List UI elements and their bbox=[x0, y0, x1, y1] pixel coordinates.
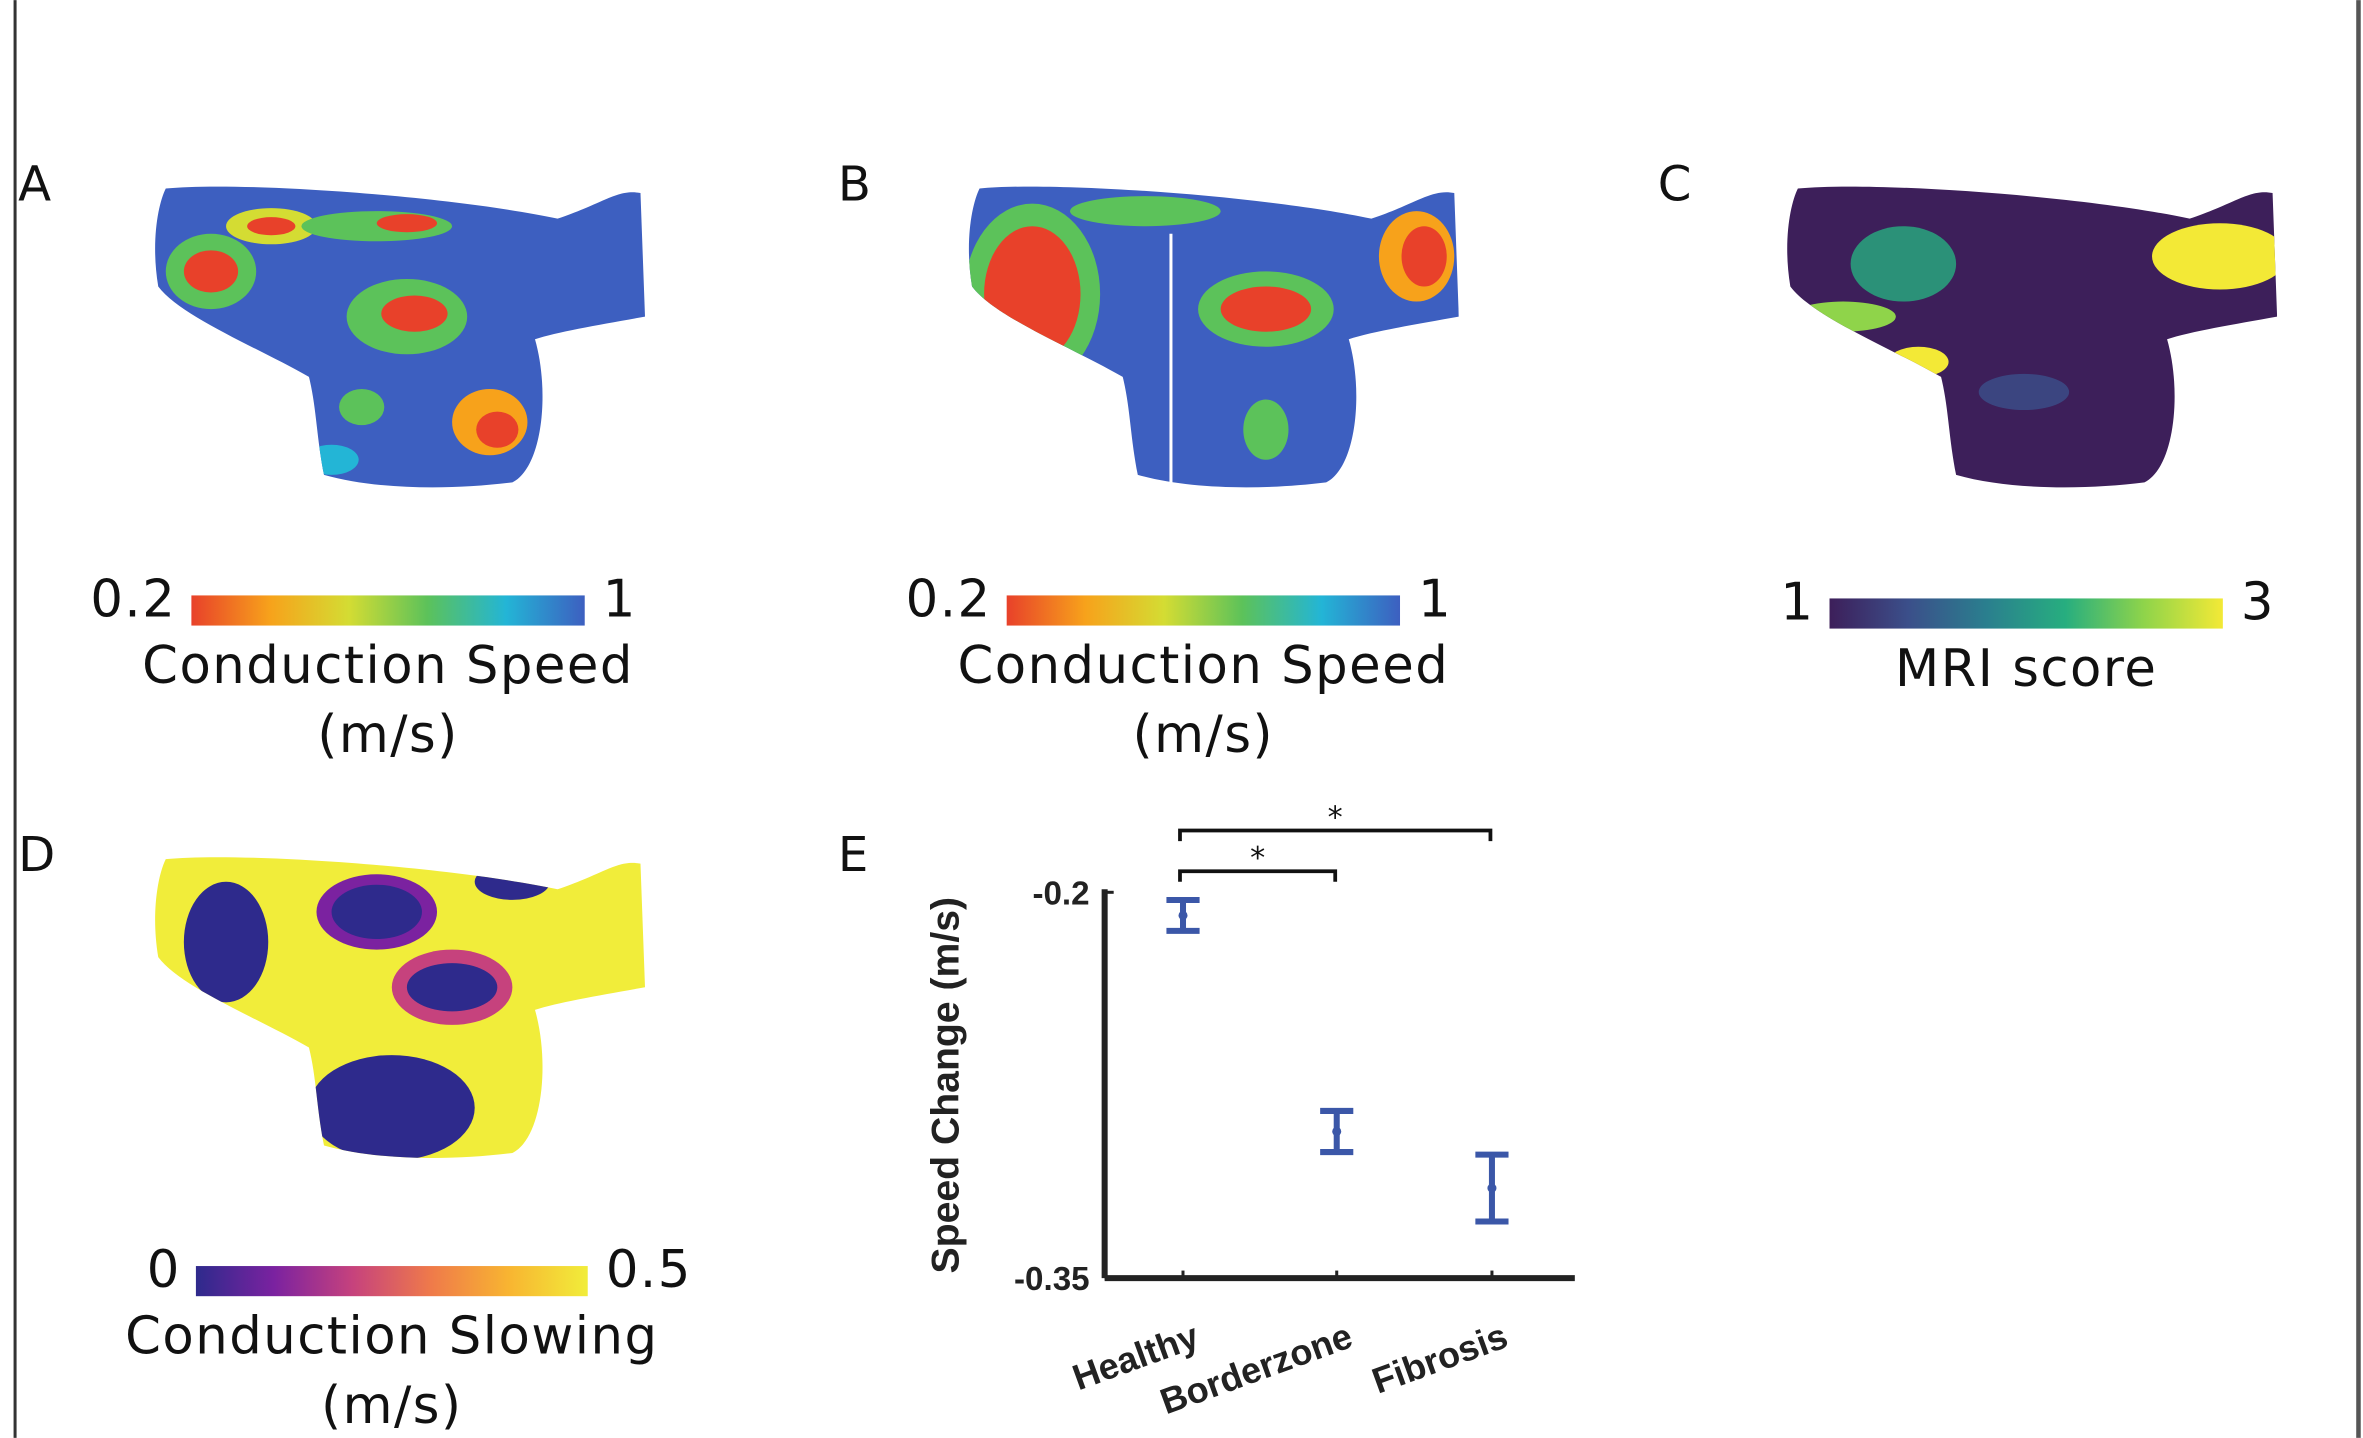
mean-point bbox=[1487, 1184, 1496, 1193]
figure: E-0.2-0.35Speed Change (m/s)HealthyBorde… bbox=[0, 0, 2363, 1438]
colorbar bbox=[1007, 595, 1400, 625]
colorbar-tick-label: 0.5 bbox=[606, 1240, 692, 1300]
colorbar-title: Conduction Slowing bbox=[125, 1306, 658, 1366]
mean-point bbox=[1332, 1127, 1341, 1136]
panel-label: B bbox=[838, 157, 871, 213]
significance-label: * bbox=[1250, 841, 1265, 876]
colorbar-title: (m/s) bbox=[321, 1376, 462, 1436]
panel-label: C bbox=[1658, 157, 1692, 213]
colorbar-tick-label: 0 bbox=[147, 1240, 181, 1300]
x-tick-label: Fibrosis bbox=[1367, 1315, 1513, 1402]
page: {"panels": [ {"label": "A", "colorbar": … bbox=[0, 0, 2363, 1438]
panel-label: E bbox=[838, 827, 868, 883]
y-tick-label: -0.35 bbox=[1014, 1261, 1090, 1298]
atrium-render bbox=[1783, 181, 2295, 497]
atrium-render bbox=[151, 181, 663, 497]
atrium-render bbox=[151, 852, 663, 1168]
colorbar bbox=[1830, 598, 2223, 628]
colorbar-title: (m/s) bbox=[1133, 705, 1274, 765]
colorbar-tick-label: 1 bbox=[603, 570, 637, 630]
colorbar-title: Conduction Speed bbox=[957, 636, 1449, 696]
colorbar-tick-label: 3 bbox=[2241, 573, 2275, 633]
y-axis-label: Speed Change (m/s) bbox=[924, 897, 967, 1274]
colorbar bbox=[196, 1266, 588, 1296]
colorbar-tick-label: 1 bbox=[1418, 570, 1452, 630]
colorbar bbox=[191, 595, 584, 625]
significance-label: * bbox=[1328, 801, 1343, 836]
colorbar-title: Conduction Speed bbox=[142, 636, 634, 696]
panel-label: A bbox=[18, 157, 51, 213]
colorbar-tick-label: 0.2 bbox=[906, 570, 992, 630]
colorbar-tick-label: 1 bbox=[1780, 573, 1814, 633]
y-tick-label: -0.2 bbox=[1032, 875, 1089, 912]
panel-label: D bbox=[18, 827, 55, 883]
colorbar-tick-label: 0.2 bbox=[90, 570, 176, 630]
colorbar-title: MRI score bbox=[1895, 639, 2157, 699]
atrium-render bbox=[964, 181, 1476, 497]
mean-point bbox=[1178, 911, 1187, 920]
colorbar-title: (m/s) bbox=[317, 705, 458, 765]
